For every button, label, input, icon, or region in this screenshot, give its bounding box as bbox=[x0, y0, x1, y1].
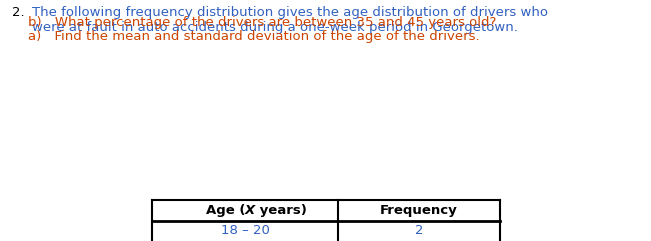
Text: a) Find the mean and standard deviation of the age of the drivers.: a) Find the mean and standard deviation … bbox=[28, 30, 480, 43]
Text: Age (: Age ( bbox=[206, 204, 245, 217]
Text: b) What percentage of the drivers are between 35 and 45 years old?: b) What percentage of the drivers are be… bbox=[28, 16, 496, 29]
Text: The following frequency distribution gives the age distribution of drivers who: The following frequency distribution giv… bbox=[32, 6, 548, 19]
Text: X: X bbox=[245, 204, 255, 217]
Text: 2.: 2. bbox=[12, 6, 25, 19]
Text: 18 – 20: 18 – 20 bbox=[221, 224, 270, 237]
Text: were at fault in auto accidents during a one-week period in Georgetown.: were at fault in auto accidents during a… bbox=[32, 21, 518, 34]
Text: years): years) bbox=[255, 204, 307, 217]
Text: Frequency: Frequency bbox=[380, 204, 458, 217]
Text: 2: 2 bbox=[415, 224, 423, 237]
